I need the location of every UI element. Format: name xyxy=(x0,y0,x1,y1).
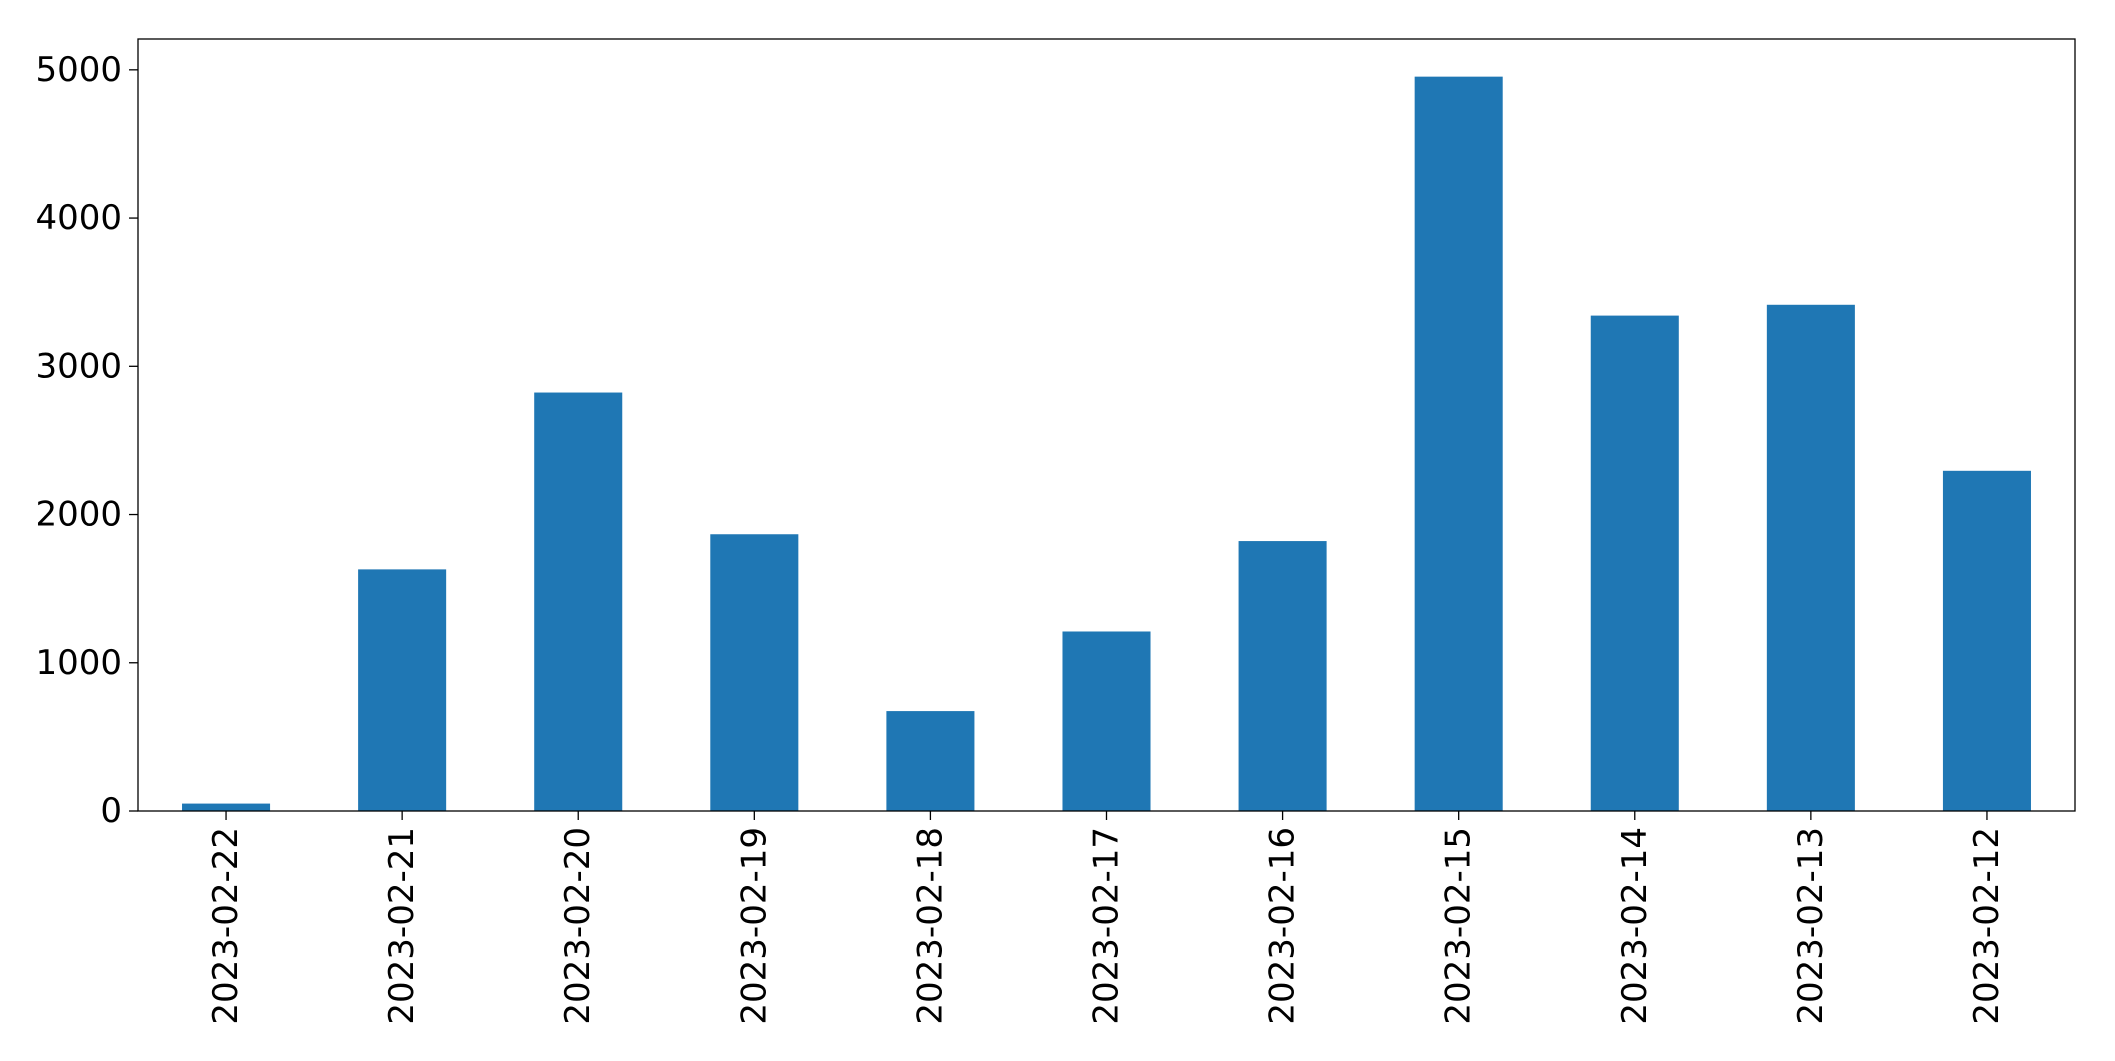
x-tick-label: 2023-02-18 xyxy=(910,827,950,1025)
y-tick-label: 4000 xyxy=(35,198,122,238)
bar xyxy=(1414,76,1503,811)
bar xyxy=(1590,315,1679,811)
x-tick-label: 2023-02-13 xyxy=(1791,827,1831,1025)
bar xyxy=(710,534,799,811)
x-tick-label: 2023-02-14 xyxy=(1615,827,1655,1025)
bar xyxy=(182,803,271,811)
bar xyxy=(534,392,623,811)
bar xyxy=(358,569,447,811)
plot-frame xyxy=(137,38,2076,812)
y-tick-label: 5000 xyxy=(35,50,122,90)
x-tick-label: 2023-02-15 xyxy=(1439,827,1479,1025)
bar xyxy=(1942,470,2031,811)
y-tick-label: 0 xyxy=(100,791,122,831)
y-tick-label: 2000 xyxy=(35,495,122,535)
y-tick-label: 3000 xyxy=(35,346,122,386)
x-tick-label: 2023-02-20 xyxy=(558,827,598,1025)
x-tick-label: 2023-02-16 xyxy=(1263,827,1303,1025)
bar xyxy=(1062,631,1151,811)
x-tick-label: 2023-02-22 xyxy=(206,827,246,1025)
bar xyxy=(1238,541,1327,811)
x-tick-label: 2023-02-21 xyxy=(382,827,422,1025)
bar xyxy=(886,711,975,811)
x-tick-label: 2023-02-19 xyxy=(734,827,774,1025)
x-tick-label: 2023-02-17 xyxy=(1087,827,1127,1025)
y-tick-label: 1000 xyxy=(35,643,122,683)
bar xyxy=(1766,304,1855,811)
x-tick-label: 2023-02-12 xyxy=(1967,827,2007,1025)
